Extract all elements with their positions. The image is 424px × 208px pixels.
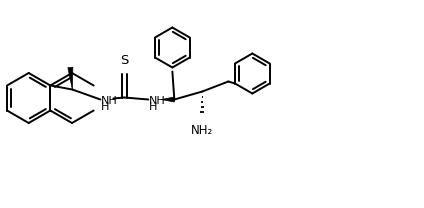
Text: NH: NH <box>101 95 118 105</box>
Text: H: H <box>149 102 158 111</box>
Text: NH: NH <box>149 95 166 105</box>
Text: NH₂: NH₂ <box>191 125 213 137</box>
Text: S: S <box>120 53 128 67</box>
Text: H: H <box>101 102 110 111</box>
Polygon shape <box>162 97 174 102</box>
Polygon shape <box>68 67 73 89</box>
